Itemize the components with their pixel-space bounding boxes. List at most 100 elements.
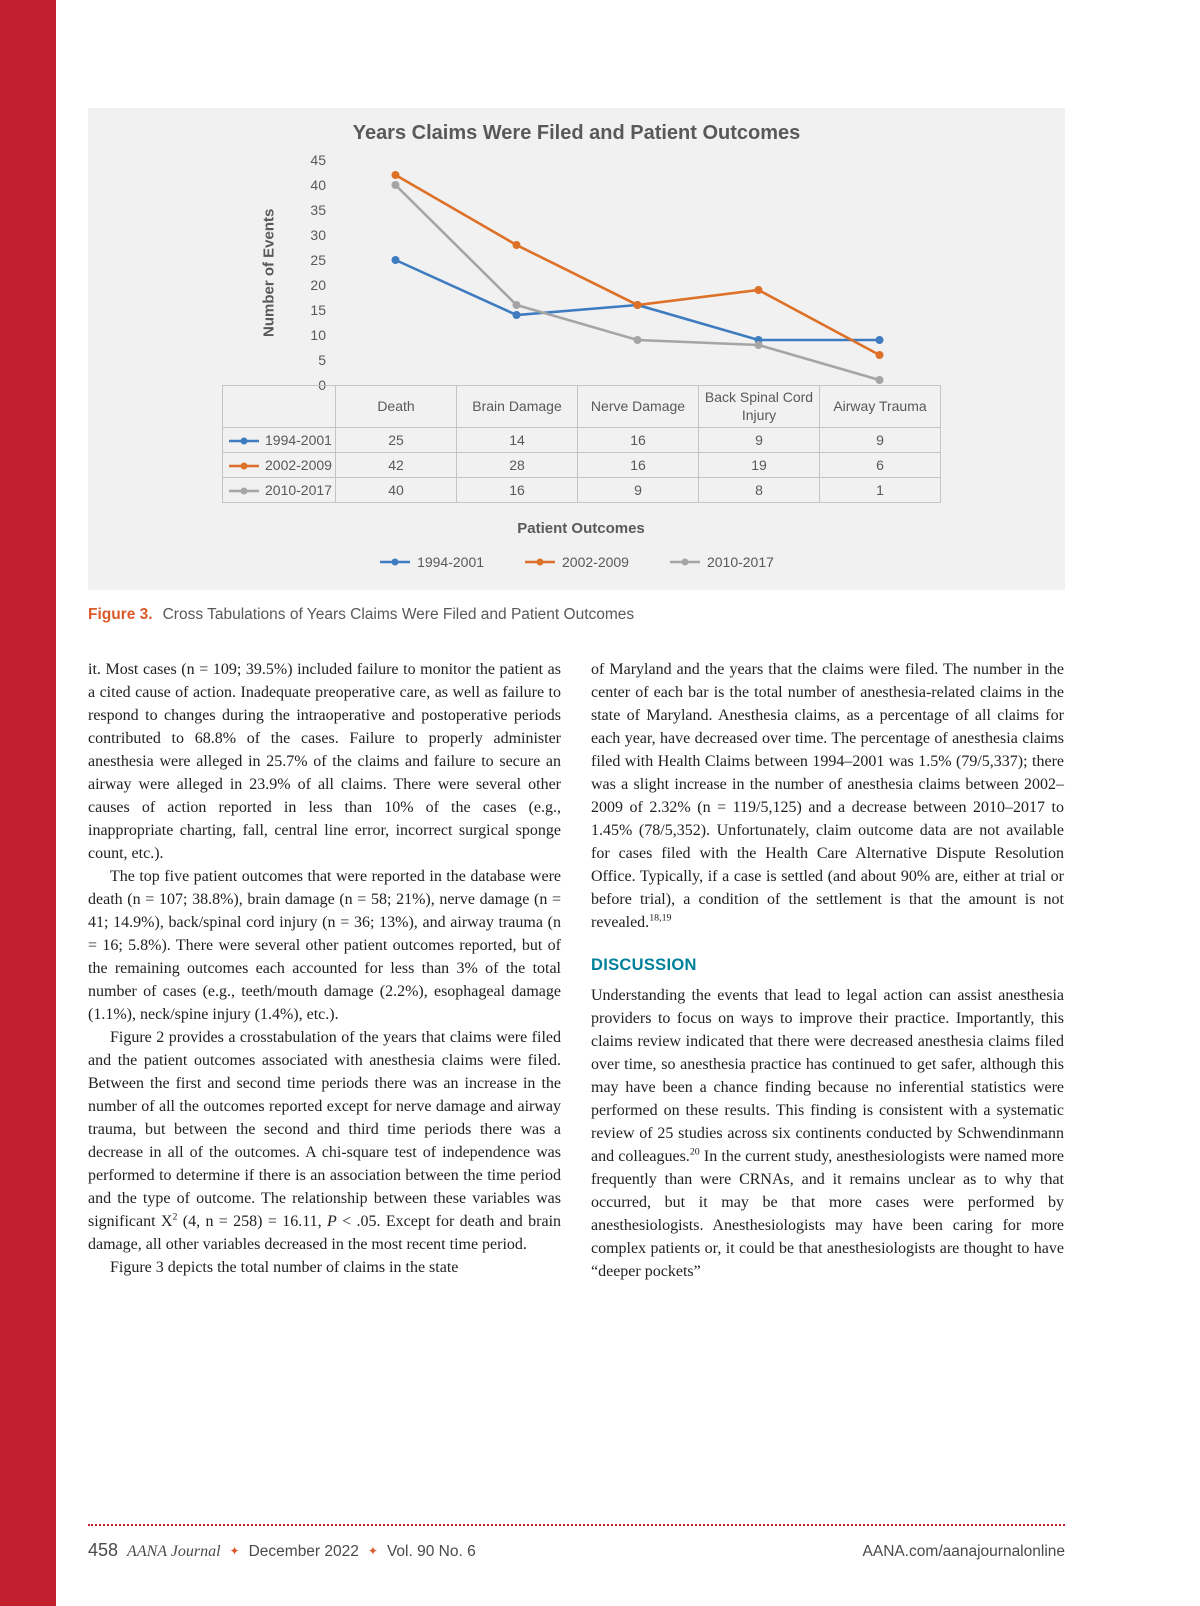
diamond-separator-icon: ✦ bbox=[229, 1544, 240, 1558]
body-columns: it. Most cases (n = 109; 39.5%) included… bbox=[88, 658, 1065, 1283]
figure-caption-label: Figure 3. bbox=[88, 606, 153, 623]
y-tick-label: 35 bbox=[310, 202, 326, 218]
data-point bbox=[512, 241, 521, 249]
legend-label: 2002-2009 bbox=[562, 554, 629, 570]
page-edge-band bbox=[0, 0, 56, 1606]
legend-label: 2010-2017 bbox=[706, 554, 774, 570]
data-point bbox=[391, 256, 400, 264]
paragraph: Figure 2 provides a crosstabulation of t… bbox=[88, 1026, 561, 1256]
issue-date: December 2022 bbox=[248, 1543, 359, 1560]
chart-data-table: Death Brain Damage Nerve Damage Back Spinal… bbox=[222, 385, 941, 503]
series-label: 2010-2017 bbox=[222, 477, 336, 503]
table-cell: 9 bbox=[577, 477, 699, 503]
y-tick-label: 25 bbox=[310, 252, 326, 268]
table-cell: 25 bbox=[335, 427, 457, 453]
paragraph: of Maryland and the years that the claim… bbox=[591, 658, 1064, 934]
page-footer: 458 AANA Journal ✦ December 2022 ✦ Vol. … bbox=[88, 1524, 1065, 1561]
column-header: Death bbox=[335, 385, 457, 428]
series-name: 2010-2017 bbox=[265, 482, 332, 498]
series-name: 1994-2001 bbox=[265, 432, 332, 448]
paragraph: The top five patient outcomes that were … bbox=[88, 868, 561, 1023]
legend-label: 1994-2001 bbox=[417, 554, 485, 570]
section-heading-discussion: DISCUSSION bbox=[591, 956, 697, 974]
table-row: 1994-2001 25 14 16 9 9 bbox=[222, 427, 941, 453]
paragraph-text: Understanding the events that lead to le… bbox=[591, 987, 1064, 1165]
footer-right: AANA.com/aanajournalonline bbox=[863, 1543, 1065, 1561]
paragraph-text: < .05. Except for death and brain damage… bbox=[88, 1213, 562, 1253]
table-cell: 40 bbox=[335, 477, 457, 503]
table-row: 2010-2017 40 16 9 8 1 bbox=[222, 477, 941, 503]
journal-website-link[interactable]: AANA.com/aanajournalonline bbox=[862, 1543, 1065, 1560]
data-point bbox=[633, 336, 642, 344]
column-header: Airway Trauma bbox=[819, 385, 941, 428]
page-content: Years Claims Were Filed and Patient Outc… bbox=[88, 108, 1065, 1283]
paragraph: Understanding the events that lead to le… bbox=[591, 984, 1064, 1283]
series-name: 2002-2009 bbox=[265, 457, 332, 473]
footer-left: 458 AANA Journal ✦ December 2022 ✦ Vol. … bbox=[88, 1540, 476, 1561]
figure-3-chart: Years Claims Were Filed and Patient Outc… bbox=[88, 108, 1065, 590]
table-cell: 6 bbox=[819, 452, 941, 478]
table-cell: 9 bbox=[698, 427, 820, 453]
volume-number: Vol. 90 No. 6 bbox=[386, 1543, 476, 1560]
data-point bbox=[633, 301, 642, 309]
series-line-2010-2017 bbox=[394, 184, 880, 382]
paragraph: it. Most cases (n = 109; 39.5%) included… bbox=[88, 661, 561, 862]
figure-caption: Figure 3. Cross Tabulations of Years Clai… bbox=[88, 606, 1065, 624]
legend-item: 2002-2009 bbox=[524, 554, 629, 570]
column-header: Nerve Damage bbox=[577, 385, 699, 428]
data-point bbox=[875, 376, 884, 384]
y-axis-title: Number of Events bbox=[260, 208, 278, 337]
column-header: Brain Damage bbox=[456, 385, 578, 428]
y-tick-label: 0 bbox=[318, 377, 326, 390]
paragraph-text: In the current study, anesthesiologists … bbox=[591, 1148, 1065, 1280]
table-cell: 9 bbox=[819, 427, 941, 453]
table-cell: 14 bbox=[456, 427, 578, 453]
citation-reference: 18,19 bbox=[649, 912, 672, 924]
paragraph: Figure 3 depicts the total number of cla… bbox=[110, 1259, 459, 1276]
series-line-1994-2001 bbox=[394, 258, 880, 342]
table-header-row: Death Brain Damage Nerve Damage Back Spinal… bbox=[222, 385, 941, 428]
column-header: Back Spinal Cord Injury bbox=[698, 385, 820, 428]
legend-item: 1994-2001 bbox=[379, 554, 484, 570]
series-label: 1994-2001 bbox=[222, 427, 336, 453]
table-corner-cell bbox=[222, 385, 336, 428]
left-column: it. Most cases (n = 109; 39.5%) included… bbox=[88, 658, 561, 1283]
y-tick-label: 45 bbox=[310, 152, 326, 168]
legend-key-icon bbox=[229, 487, 259, 495]
data-point bbox=[754, 286, 763, 294]
figure-caption-text: Cross Tabulations of Years Claims Were F… bbox=[162, 606, 635, 623]
legend-key-icon bbox=[525, 558, 556, 566]
series-label: 2002-2009 bbox=[222, 452, 336, 478]
series-line-2002-2009 bbox=[394, 173, 881, 357]
table-cell: 28 bbox=[456, 452, 578, 478]
chart-legend: 1994-2001 2002-2009 2010-2017 bbox=[88, 554, 1065, 570]
legend-item: 2010-2017 bbox=[669, 554, 774, 570]
y-tick-label: 40 bbox=[310, 177, 326, 193]
data-point bbox=[391, 181, 400, 189]
y-tick-label: 15 bbox=[310, 302, 326, 318]
data-point bbox=[875, 351, 884, 359]
y-tick-label: 30 bbox=[310, 227, 326, 243]
table-cell: 16 bbox=[577, 427, 699, 453]
legend-key-icon bbox=[380, 558, 411, 566]
y-tick-label: 5 bbox=[318, 352, 326, 368]
data-point bbox=[512, 311, 521, 319]
right-column: of Maryland and the years that the claim… bbox=[591, 658, 1064, 1283]
page-number: 458 bbox=[88, 1540, 119, 1560]
table-cell: 16 bbox=[577, 452, 699, 478]
table-cell: 1 bbox=[819, 477, 941, 503]
y-tick-label: 10 bbox=[310, 327, 326, 343]
paragraph-text: (4, n = 258) = 16.11, bbox=[177, 1213, 328, 1230]
stat-symbol: P bbox=[327, 1213, 337, 1230]
data-point bbox=[512, 301, 521, 309]
table-cell: 42 bbox=[335, 452, 457, 478]
table-cell: 19 bbox=[698, 452, 820, 478]
legend-key-icon bbox=[229, 437, 259, 445]
legend-key-icon bbox=[669, 558, 700, 566]
line-plot: 0 5 10 15 20 25 30 35 40 45 bbox=[310, 152, 884, 390]
table-cell: 16 bbox=[456, 477, 578, 503]
superscript: 2 bbox=[172, 1211, 178, 1223]
citation-reference: 20 bbox=[689, 1146, 700, 1158]
chart-title: Years Claims Were Filed and Patient Outc… bbox=[352, 122, 801, 144]
